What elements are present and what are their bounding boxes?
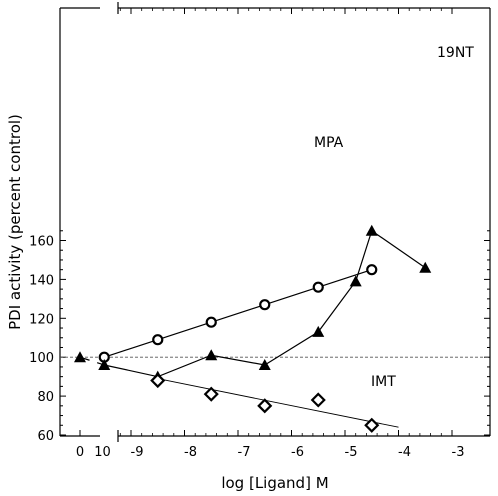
fit-line-IMT xyxy=(157,378,399,428)
y-tick-label: 120 xyxy=(29,312,54,327)
point-19NT xyxy=(312,325,325,337)
series-label-MPA: MPA xyxy=(314,135,344,151)
y-tick-label: 140 xyxy=(29,273,54,288)
point-19NT xyxy=(419,261,432,273)
point-MPA xyxy=(312,281,324,293)
point-IMT xyxy=(203,386,219,402)
ticks xyxy=(60,8,490,436)
point-IMT xyxy=(257,398,273,414)
point-IMT xyxy=(364,417,380,433)
point-19NT xyxy=(258,358,271,370)
axes xyxy=(59,2,491,442)
series-lines xyxy=(79,229,426,428)
series-label-19NT: 19NT xyxy=(437,45,474,61)
point-MPA xyxy=(366,264,378,276)
x-tick-label: -6 xyxy=(291,445,304,460)
y-tick-label: 100 xyxy=(29,351,54,366)
x-tick-label: -8 xyxy=(184,445,197,460)
x-tick-label: -7 xyxy=(238,445,251,460)
point-IMT xyxy=(150,372,166,389)
minor-ticks xyxy=(60,8,490,436)
x-axis-title: log [Ligand] M xyxy=(221,474,328,492)
x-tick-label: -5 xyxy=(345,445,358,460)
series-labels: MPA 19NT IMT xyxy=(314,45,474,390)
point-MPA xyxy=(152,334,164,346)
point-19NT xyxy=(98,358,111,370)
y-tick-label: 60 xyxy=(37,429,54,444)
x-tick-label: 10 xyxy=(94,445,111,460)
y-axis-title: PDI activity (percent control) xyxy=(6,114,24,330)
x-tick-label: -3 xyxy=(452,445,465,460)
zero-point-marker xyxy=(74,351,86,363)
point-19NT xyxy=(349,275,362,287)
series-line-19NT xyxy=(104,229,426,378)
x-tick-label: 0 xyxy=(76,445,84,460)
tick-labels: 60 80 100 120 140 160 -9 -8 -7 -6 -5 -4 -3 0 10 xyxy=(29,235,464,461)
series-label-IMT: IMT xyxy=(371,374,396,390)
point-IMT xyxy=(310,392,326,408)
point-19NT xyxy=(365,224,378,236)
point-MPA xyxy=(259,299,271,311)
x-tick-label: -9 xyxy=(131,445,144,460)
point-MPA xyxy=(205,316,217,328)
series-markers xyxy=(74,224,432,433)
y-tick-label: 160 xyxy=(29,235,54,250)
series-line-MPA xyxy=(104,269,372,358)
x-tick-label: -4 xyxy=(398,445,411,460)
point-19NT xyxy=(205,349,218,361)
zero-connector-line xyxy=(79,356,105,366)
y-tick-label: 80 xyxy=(37,390,54,405)
